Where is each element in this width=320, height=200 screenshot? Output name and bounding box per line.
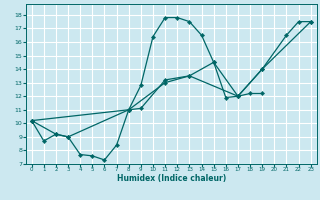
X-axis label: Humidex (Indice chaleur): Humidex (Indice chaleur) <box>116 174 226 183</box>
